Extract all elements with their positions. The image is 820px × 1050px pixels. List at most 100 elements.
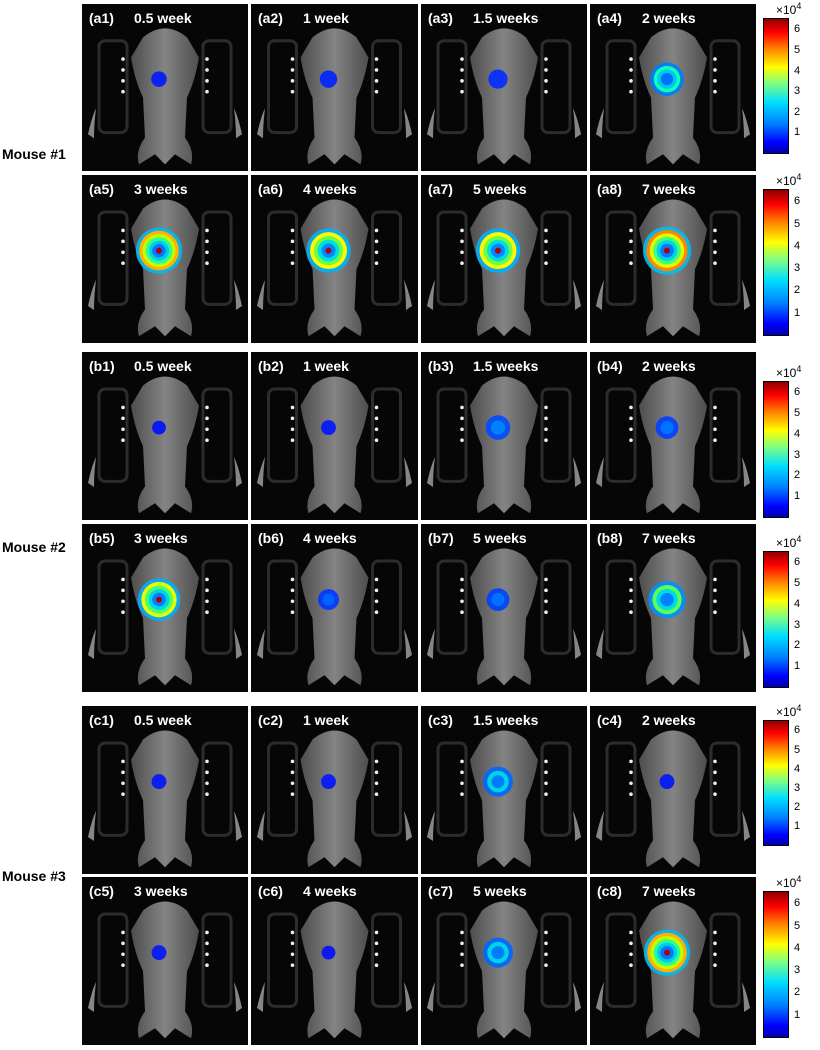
mouse-image — [257, 28, 412, 165]
colorbar-tick: 6 — [794, 556, 801, 569]
panel-id: (b5) — [89, 530, 115, 546]
colorbar-gradient — [763, 18, 789, 154]
colorbar-gradient — [763, 720, 789, 846]
panel-time: 3 weeks — [134, 883, 188, 899]
image-panel-a7: (a7) 5 weeks — [421, 175, 587, 343]
panel-id: (c5) — [89, 883, 114, 899]
panel-id: (b8) — [597, 530, 623, 546]
colorbar-tick: 2 — [794, 639, 801, 652]
image-panel-b2: (b2) 1 week — [251, 352, 418, 520]
colorbar-tick: 4 — [794, 64, 801, 77]
mouse-image — [427, 28, 581, 165]
panel-id: (a3) — [428, 10, 453, 26]
panel-time: 5 weeks — [473, 530, 527, 546]
panel-id: (a6) — [258, 181, 283, 197]
image-panel-c5: (c5) 3 weeks — [82, 877, 248, 1045]
colorbar-multiplier: ×104 — [776, 172, 802, 188]
image-panel-b1: (b1) 0.5 week — [82, 352, 248, 520]
panel-id: (b2) — [258, 358, 284, 374]
mouse-image — [596, 199, 750, 337]
colorbar-tick: 3 — [794, 781, 801, 794]
panel-id: (b3) — [428, 358, 454, 374]
image-panel-a2: (a2) 1 week — [251, 4, 418, 171]
mouse-image — [88, 730, 242, 868]
panel-time: 7 weeks — [642, 530, 696, 546]
panel-time: 1.5 weeks — [473, 10, 539, 26]
mouse-image — [596, 901, 750, 1039]
mouse-image — [427, 199, 581, 337]
colorbar-multiplier: ×104 — [776, 1, 802, 17]
mouse-image — [427, 901, 581, 1039]
panel-time: 0.5 week — [134, 712, 192, 728]
panel-time: 1 week — [303, 712, 349, 728]
colorbar-tick: 1 — [794, 126, 801, 139]
mouse-image — [596, 548, 750, 686]
panel-id: (c4) — [597, 712, 622, 728]
panel-time: 3 weeks — [134, 181, 188, 197]
panel-id: (c2) — [258, 712, 283, 728]
image-panel-b6: (b6) 4 weeks — [251, 524, 418, 692]
mouse-image — [88, 548, 242, 686]
panel-time: 2 weeks — [642, 358, 696, 374]
colorbar-tick: 3 — [794, 618, 801, 631]
mouse-image — [257, 901, 412, 1039]
panel-id: (c6) — [258, 883, 283, 899]
mouse-image — [427, 548, 581, 686]
image-panel-c1: (c1) 0.5 week — [82, 706, 248, 874]
panel-id: (c1) — [89, 712, 114, 728]
panel-id: (a1) — [89, 10, 114, 26]
mouse-label: Mouse #3 — [2, 868, 66, 884]
colorbar-tick: 4 — [794, 762, 801, 775]
mouse-image — [88, 199, 242, 337]
image-panel-c2: (c2) 1 week — [251, 706, 418, 874]
mouse-image — [88, 376, 242, 514]
image-panel-b3: (b3) 1.5 weeks — [421, 352, 587, 520]
image-panel-a3: (a3) 1.5 weeks — [421, 4, 587, 171]
panel-time: 1 week — [303, 358, 349, 374]
mouse-image — [88, 28, 242, 165]
panel-id: (b6) — [258, 530, 284, 546]
colorbar-gradient — [763, 381, 789, 518]
colorbar-tick: 4 — [794, 427, 801, 440]
mouse-image — [596, 730, 750, 868]
panel-time: 1 week — [303, 10, 349, 26]
panel-time: 7 weeks — [642, 883, 696, 899]
colorbar-tick: 6 — [794, 724, 801, 737]
image-panel-b8: (b8) 7 weeks — [590, 524, 756, 692]
colorbar-tick: 6 — [794, 386, 801, 399]
image-panel-c6: (c6) 4 weeks — [251, 877, 418, 1045]
colorbar-tick: 6 — [794, 897, 801, 910]
colorbar-multiplier: ×104 — [776, 874, 802, 890]
colorbar-multiplier: ×104 — [776, 534, 802, 550]
image-panel-c7: (c7) 5 weeks — [421, 877, 587, 1045]
panel-time: 0.5 week — [134, 10, 192, 26]
panel-time: 3 weeks — [134, 530, 188, 546]
mouse-image — [427, 376, 581, 514]
panel-time: 4 weeks — [303, 181, 357, 197]
mouse-image — [257, 730, 412, 868]
colorbar-tick: 3 — [794, 85, 801, 98]
image-panel-c4: (c4) 2 weeks — [590, 706, 756, 874]
colorbar-tick: 2 — [794, 986, 801, 999]
colorbar-gradient — [763, 891, 789, 1038]
panel-time: 1.5 weeks — [473, 712, 539, 728]
colorbar-tick: 4 — [794, 597, 801, 610]
colorbar-tick: 5 — [794, 407, 801, 420]
mouse-image — [88, 901, 242, 1039]
image-panel-a4: (a4) 2 weeks — [590, 4, 756, 171]
colorbar-tick: 5 — [794, 217, 801, 230]
panel-id: (a4) — [597, 10, 622, 26]
mouse-image — [257, 376, 412, 514]
mouse-image — [596, 28, 750, 165]
colorbar-tick: 1 — [794, 660, 801, 673]
colorbar-tick: 5 — [794, 43, 801, 56]
panel-time: 4 weeks — [303, 883, 357, 899]
panel-time: 2 weeks — [642, 712, 696, 728]
image-panel-b7: (b7) 5 weeks — [421, 524, 587, 692]
image-panel-c3: (c3) 1.5 weeks — [421, 706, 587, 874]
panel-id: (c3) — [428, 712, 453, 728]
panel-id: (b1) — [89, 358, 115, 374]
panel-time: 7 weeks — [642, 181, 696, 197]
panel-time: 4 weeks — [303, 530, 357, 546]
colorbar-tick: 1 — [794, 1008, 801, 1021]
